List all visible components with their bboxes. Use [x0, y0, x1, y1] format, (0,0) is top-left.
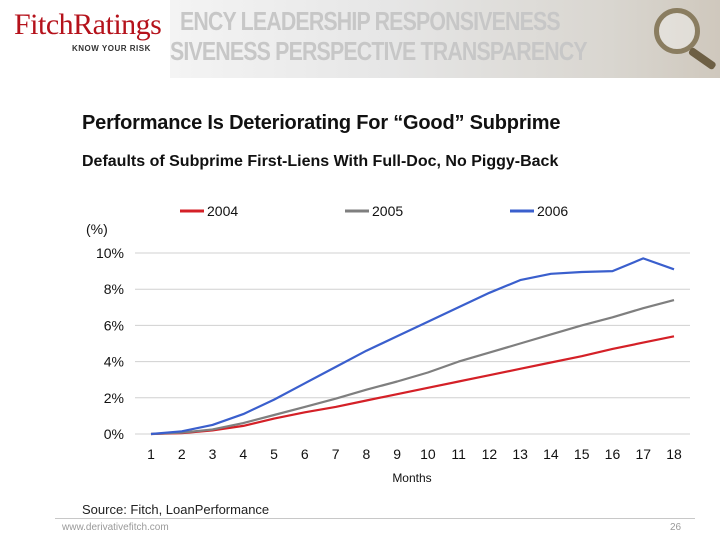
x-tick-label: 1 [147, 446, 155, 462]
x-tick-label: 16 [605, 446, 621, 462]
chart-title: Defaults of Subprime First-Liens With Fu… [82, 153, 559, 170]
x-tick-label: 7 [332, 446, 340, 462]
x-tick-label: 9 [393, 446, 401, 462]
slide-title: Performance Is Deteriorating For “Good” … [82, 112, 561, 134]
y-tick-label: 0% [104, 426, 124, 442]
footer-url-link[interactable]: www.derivativefitch.com [62, 522, 169, 533]
x-tick-label: 12 [482, 446, 498, 462]
axis-labels: 0%2%4%6%8%10%(%)1 2 3 4 5 6 7 8 9 10 11 12 13 14 15 16 1… [86, 221, 682, 485]
y-tick-label: 10% [96, 245, 124, 261]
series-line-2006 [150, 257, 675, 436]
y-tick-label: 4% [104, 354, 124, 370]
x-tick-label: 17 [635, 446, 651, 462]
x-tick-label: 10 [420, 446, 436, 462]
series-line-2005 [150, 299, 675, 436]
page-number: 26 [670, 522, 682, 533]
x-tick-label: 5 [270, 446, 278, 462]
brand-tagline: KNOW YOUR RISK [72, 44, 151, 53]
x-tick-label: 11 [451, 446, 466, 462]
grid-lines [135, 252, 690, 435]
x-tick-label: 4 [239, 446, 247, 462]
banner-words-line1: ENCY LEADERSHIP RESPONSIVENESS [180, 6, 561, 36]
x-tick-label: 8 [362, 446, 370, 462]
x-tick-label: 13 [512, 446, 528, 462]
legend-label-2004: 2004 [207, 203, 238, 219]
banner-image: ENCY LEADERSHIP RESPONSIVENESS SIVENESS … [170, 0, 720, 78]
legend-label-2005: 2005 [372, 203, 403, 219]
footer-divider [55, 518, 695, 519]
x-tick-label: 14 [543, 446, 559, 462]
x-tick-label: 15 [574, 446, 590, 462]
fitch-logo[interactable]: FitchRatings KNOW YOUR RISK [0, 0, 170, 88]
legend-label-2006: 2006 [537, 203, 568, 219]
source-note: Source: Fitch, LoanPerformance [82, 502, 270, 517]
magnifying-glass-icon [654, 8, 700, 54]
series-line-2004 [150, 335, 675, 436]
x-axis-label: Months [392, 471, 431, 485]
banner-words-line2: SIVENESS PERSPECTIVE TRANSPARENCY [170, 36, 588, 66]
y-tick-label: 8% [104, 281, 124, 297]
x-tick-label: 6 [301, 446, 309, 462]
brand-name: FitchRatings [14, 8, 162, 41]
y-tick-label: 6% [104, 317, 124, 333]
header-banner: FitchRatings KNOW YOUR RISK ENCY LEADERS… [0, 0, 720, 88]
x-tick-label: 18 [666, 446, 682, 462]
series-lines [150, 257, 675, 436]
y-tick-label: 2% [104, 390, 124, 406]
x-tick-label: 3 [209, 446, 217, 462]
y-axis-label: (%) [86, 221, 108, 237]
legend: 2004 2005 2006 [180, 203, 568, 219]
x-tick-label: 2 [178, 446, 186, 462]
